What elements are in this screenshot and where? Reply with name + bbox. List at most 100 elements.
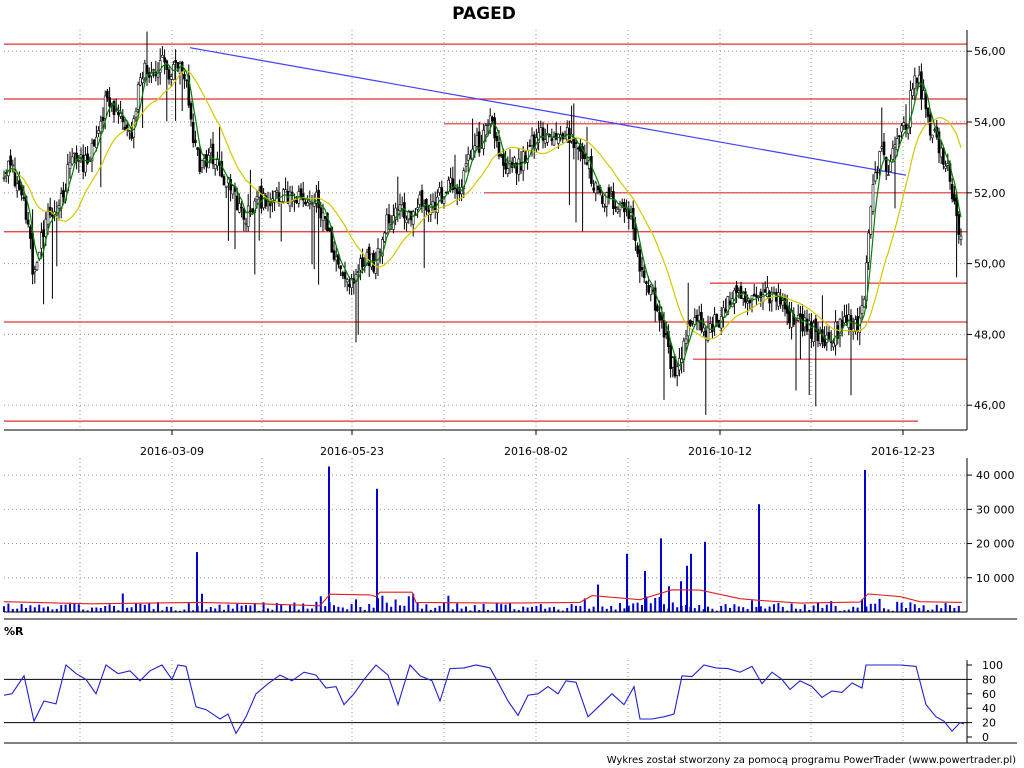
candle-body-95 <box>211 143 215 165</box>
candle-body-329 <box>726 296 730 315</box>
candle-body-251 <box>554 132 558 140</box>
price-y-tick-label-1: 48,00 <box>974 328 1006 341</box>
candle-body-414 <box>913 75 917 89</box>
candle-body-174 <box>385 214 389 234</box>
candle-body-13 <box>31 233 34 275</box>
candle-body-76 <box>169 76 173 80</box>
candle-body-409 <box>902 122 906 126</box>
candle-body-75 <box>167 69 171 80</box>
candle-body-71 <box>158 60 162 73</box>
candle-body-163 <box>361 257 364 267</box>
candle-body-368 <box>812 322 815 343</box>
candle-body-300 <box>662 319 666 338</box>
candle-body-214 <box>473 145 477 152</box>
candle-body-148 <box>328 227 331 231</box>
candle-body-15 <box>35 262 39 271</box>
williams-r-line <box>3 663 965 735</box>
candle-body-275 <box>607 187 611 199</box>
candle-body-332 <box>733 289 736 304</box>
candle-body-173 <box>383 232 386 242</box>
candle-body-221 <box>488 115 492 124</box>
candle-body-433 <box>955 197 958 217</box>
candle-body-137 <box>304 201 307 205</box>
candle-body-378 <box>834 321 837 346</box>
candle-body-295 <box>651 289 655 292</box>
candle-body-340 <box>750 295 754 302</box>
candle-body-342 <box>755 294 758 298</box>
candle-body-14 <box>33 269 37 273</box>
candle-body-183 <box>405 219 408 224</box>
candle-body-46 <box>103 95 107 119</box>
candle-body-263 <box>581 146 584 159</box>
candle-body-157 <box>348 283 351 288</box>
candle-body-403 <box>889 161 892 172</box>
candle-body-50 <box>112 101 116 115</box>
candle-body-61 <box>136 84 140 110</box>
candle-body-367 <box>810 321 813 339</box>
candle-body-140 <box>310 203 314 206</box>
candle-body-274 <box>605 192 609 207</box>
candle-body-328 <box>724 309 727 312</box>
williams-r-grid <box>4 660 967 742</box>
price-y-tick-label-5: 56,00 <box>974 45 1006 58</box>
candle-body-240 <box>530 135 534 146</box>
candle-body-327 <box>722 307 725 318</box>
candle-body-324 <box>715 314 719 323</box>
volume-y-tick-label-3: 40 000 <box>976 469 1015 482</box>
candle-body-428 <box>944 165 947 169</box>
candle-body-365 <box>805 318 809 332</box>
candle-body-394 <box>869 206 873 235</box>
price-y-tick-label-3: 52,00 <box>974 187 1006 200</box>
candle-body-70 <box>156 70 160 78</box>
candle-body-334 <box>737 290 741 293</box>
williams-r-label: %R <box>4 625 24 638</box>
candle-body-53 <box>119 113 122 117</box>
candle-body-77 <box>172 64 175 80</box>
candle-body-337 <box>744 291 747 303</box>
volume-y-tick-label-2: 30 000 <box>976 503 1015 516</box>
candle-body-193 <box>427 210 430 212</box>
price-y-tick-label-4: 54,00 <box>974 116 1006 129</box>
candle-body-299 <box>660 315 664 321</box>
candle-body-204 <box>451 178 455 191</box>
candle-body-62 <box>139 77 142 86</box>
candle-body-110 <box>244 222 248 225</box>
price-y-tick-label-2: 50,00 <box>974 258 1006 271</box>
candle-body-239 <box>528 145 532 147</box>
candle-body-206 <box>455 188 459 195</box>
candle-body-65 <box>145 65 149 74</box>
candle-body-287 <box>634 227 637 241</box>
candle-body-150 <box>332 250 336 260</box>
candle-body-200 <box>442 196 446 204</box>
candle-body-128 <box>284 189 287 193</box>
candle-body-72 <box>161 54 164 58</box>
date-tick-label-1: 2016-05-23 <box>320 445 384 458</box>
candle-body-87 <box>194 139 197 144</box>
candle-body-352 <box>777 292 780 307</box>
candle-body-94 <box>209 147 213 154</box>
wr-y-tick-label-0: 0 <box>982 731 989 744</box>
candle-body-25 <box>57 205 61 209</box>
candle-body-34 <box>77 160 81 162</box>
candle-body-22 <box>51 214 54 217</box>
candle-body-268 <box>592 187 595 191</box>
trendline-segment <box>189 47 907 176</box>
candle-body-434 <box>957 214 961 236</box>
candle-body-376 <box>829 341 833 344</box>
candle-body-229 <box>506 168 510 174</box>
candle-body-393 <box>867 232 870 263</box>
candle-body-32 <box>73 152 76 155</box>
candle-body-259 <box>572 138 576 149</box>
wr-y-tick-label-2: 40 <box>982 702 996 715</box>
candle-body-383 <box>845 315 848 323</box>
candle-body-56 <box>125 124 129 131</box>
candle-body-289 <box>638 249 642 272</box>
candle-body-306 <box>675 366 679 376</box>
candle-body-273 <box>603 206 606 208</box>
candle-body-420 <box>926 107 930 117</box>
candle-body-51 <box>114 109 118 111</box>
candle-body-423 <box>933 129 936 131</box>
candle-body-60 <box>134 110 138 118</box>
support-resistance-lines <box>4 43 967 422</box>
